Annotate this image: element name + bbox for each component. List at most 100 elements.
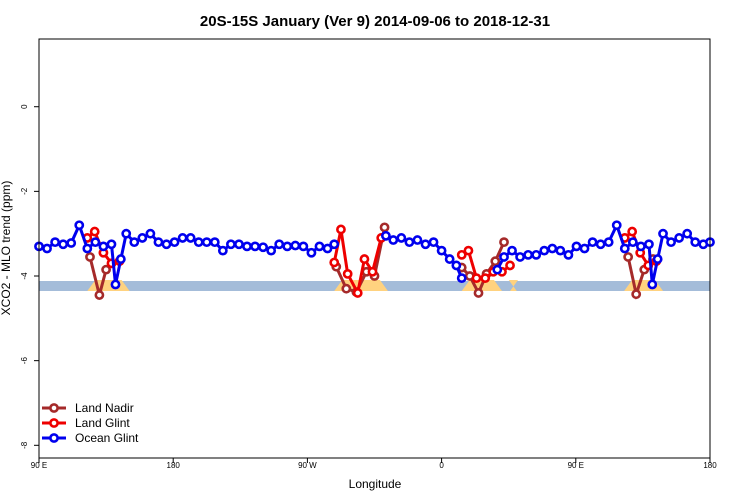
data-point: [258, 242, 269, 253]
data-point: [623, 252, 634, 262]
data-point: [690, 237, 701, 248]
data-point: [352, 288, 363, 298]
data-point: [471, 273, 482, 284]
x-axis-label: Longitude: [349, 477, 402, 491]
data-point: [89, 226, 100, 237]
data-point: [463, 245, 474, 256]
data-point: [555, 245, 566, 256]
legend-item: Land Nadir: [42, 401, 134, 415]
legend-label: Ocean Glint: [75, 431, 139, 445]
data-point: [342, 268, 353, 279]
data-point: [177, 233, 188, 243]
y-tick-label: -6: [20, 357, 29, 365]
data-point: [587, 237, 598, 248]
data-point: [226, 239, 236, 250]
data-point: [563, 249, 574, 260]
data-point: [428, 237, 439, 248]
data-point: [480, 273, 491, 284]
x-tick-label: 90 E: [31, 461, 47, 470]
data-point: [436, 245, 447, 256]
data-point: [94, 290, 105, 300]
data-point: [85, 252, 95, 262]
data-point: [627, 226, 638, 237]
legend-swatch-marker: [49, 418, 59, 428]
series-line: [38, 221, 336, 285]
data-point: [329, 257, 340, 268]
x-tick-label: 90 W: [298, 461, 317, 470]
data-point: [456, 249, 467, 260]
chart-title: 20S-15S January (Ver 9) 2014-09-06 to 20…: [200, 13, 550, 30]
data-point: [499, 237, 509, 248]
data-point: [444, 254, 455, 264]
data-point: [137, 233, 148, 243]
legend-swatch-marker: [49, 433, 59, 443]
data-point: [209, 237, 220, 248]
data-point: [110, 279, 121, 290]
data-point: [456, 273, 467, 284]
data-point: [539, 245, 550, 256]
data-point: [619, 243, 630, 254]
data-point: [98, 241, 109, 252]
land-band-3: [508, 280, 519, 291]
data-point: [412, 235, 423, 245]
data-point: [121, 228, 132, 239]
legend-label: Land Glint: [75, 416, 130, 430]
x-tick-label: 0: [439, 461, 444, 470]
y-tick-label: 0: [20, 104, 29, 109]
data-point: [666, 237, 676, 248]
data-point: [631, 289, 642, 300]
data-point: [274, 239, 285, 250]
data-point: [611, 220, 622, 231]
y-tick-label: -4: [20, 272, 29, 280]
data-point: [515, 252, 526, 262]
data-point: [531, 249, 542, 260]
data-point: [217, 245, 228, 256]
y-axis: 0 -2 -4 -6 -8: [20, 104, 39, 449]
data-point: [58, 239, 69, 250]
data-point: [647, 279, 658, 290]
x-tick-label: 180: [167, 461, 181, 470]
data-point: [388, 235, 399, 245]
data-point: [106, 239, 117, 250]
data-point: [674, 233, 685, 243]
data-point: [644, 239, 654, 250]
x-tick-label: 90 E: [568, 461, 584, 470]
plot-frame: [38, 38, 711, 459]
data-point: [185, 233, 196, 243]
data-point: [329, 239, 340, 250]
data-point: [341, 283, 352, 294]
data-point: [367, 266, 378, 277]
data-point: [193, 237, 204, 248]
data-point: [250, 241, 260, 252]
data-point: [201, 237, 212, 248]
data-point: [153, 237, 164, 248]
data-point: [242, 241, 252, 252]
data-point: [507, 245, 517, 256]
y-axis-label: XCO2 - MLO trend (ppm): [0, 181, 13, 316]
data-point: [658, 228, 668, 239]
data-point: [42, 243, 52, 254]
data-point: [82, 243, 93, 254]
data-point: [381, 230, 391, 241]
data-point: [490, 256, 501, 267]
data-point: [523, 249, 534, 260]
data-point: [379, 222, 390, 233]
data-point: [571, 241, 582, 252]
data-point: [420, 239, 431, 250]
data-point: [314, 241, 325, 252]
data-point: [282, 241, 293, 252]
data-point: [298, 241, 309, 252]
data-point: [290, 240, 301, 251]
data-point: [306, 247, 317, 258]
data-point: [404, 237, 415, 248]
data-point: [635, 241, 646, 252]
surface-bands: [39, 280, 710, 291]
data-point: [396, 233, 407, 243]
x-tick-label: 180: [703, 461, 717, 470]
data-point: [101, 264, 111, 275]
x-axis: 90 E 180 90 W 0 90 E 180: [31, 458, 717, 470]
data-point: [50, 237, 61, 248]
legend-swatch-marker: [49, 403, 59, 413]
series-0: [85, 222, 658, 300]
